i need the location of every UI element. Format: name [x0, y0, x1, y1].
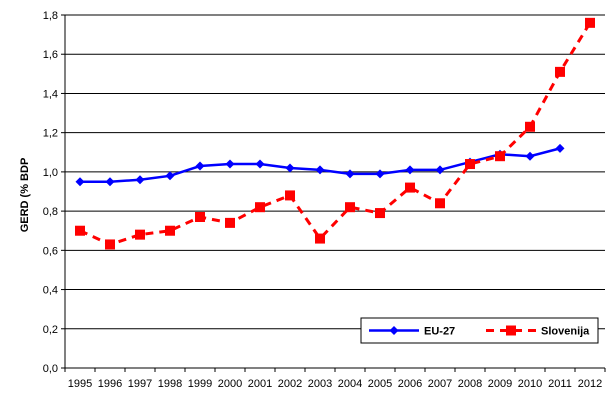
- x-tick-label: 2000: [218, 378, 242, 390]
- data-point-slovenija: [555, 66, 565, 77]
- axes: [64, 15, 605, 369]
- x-tick-label: 2012: [578, 378, 602, 390]
- data-point-slovenija: [285, 190, 295, 201]
- y-tick-label: 0,6: [43, 245, 58, 257]
- x-tick-label: 1996: [98, 378, 122, 390]
- data-point-eu-27: [135, 175, 145, 185]
- data-point-eu-27: [75, 177, 85, 187]
- x-tick-label: 2002: [278, 378, 302, 390]
- x-tick-label: 2003: [308, 378, 332, 390]
- data-point-eu-27: [345, 169, 355, 179]
- data-point-eu-27: [285, 163, 295, 173]
- data-point-slovenija: [75, 225, 85, 236]
- data-point-slovenija: [135, 229, 145, 240]
- data-point-eu-27: [255, 159, 265, 169]
- x-tick-label: 2001: [248, 378, 272, 390]
- y-axis-title: GERD (% BDP: [19, 158, 31, 233]
- y-tick-label: 1,8: [43, 10, 58, 22]
- data-point-eu-27: [555, 143, 565, 153]
- data-point-slovenija: [465, 159, 475, 170]
- x-tick-label: 2009: [488, 378, 512, 390]
- x-tick-label: 1998: [158, 378, 182, 390]
- data-point-eu-27: [375, 169, 385, 179]
- data-point-slovenija: [405, 182, 415, 193]
- data-point-eu-27: [105, 177, 115, 187]
- legend: EU-27 Slovenija: [360, 317, 599, 344]
- data-point-eu-27: [225, 159, 235, 169]
- data-point-eu-27: [195, 161, 205, 171]
- data-point-slovenija: [435, 198, 445, 209]
- data-point-slovenija: [105, 239, 115, 250]
- data-point-slovenija: [195, 211, 205, 222]
- legend-label-slovenija: Slovenija: [541, 326, 590, 338]
- data-point-eu-27: [435, 165, 445, 175]
- x-tick-label: 1995: [68, 378, 92, 390]
- series-line-eu-27: [80, 147, 561, 183]
- x-tick-label: 2011: [548, 378, 572, 390]
- series-layer: [75, 17, 595, 250]
- data-point-slovenija: [375, 208, 385, 219]
- y-tick-label: 1,6: [43, 49, 58, 61]
- y-tick-label: 1,4: [43, 88, 58, 100]
- x-tick-label: 2008: [458, 378, 482, 390]
- data-point-slovenija: [225, 217, 235, 228]
- data-point-eu-27: [315, 165, 325, 175]
- x-axis-ticks: 1995 1996 1997 1998 1999 2000 2001 2002 2003 2004…: [64, 368, 606, 390]
- data-point-eu-27: [525, 151, 535, 161]
- data-point-slovenija: [345, 202, 355, 213]
- x-tick-label: 1997: [128, 378, 152, 390]
- data-point-eu-27: [405, 165, 415, 175]
- data-point-slovenija: [525, 121, 535, 132]
- x-tick-label: 2005: [368, 378, 392, 390]
- x-tick-label: 2004: [338, 378, 362, 390]
- data-point-slovenija: [315, 233, 325, 244]
- legend-label-eu-27: EU-27: [424, 326, 455, 338]
- data-point-slovenija: [255, 202, 265, 213]
- y-tick-label: 1,2: [43, 128, 58, 140]
- data-point-slovenija: [495, 151, 505, 162]
- x-tick-label: 2006: [398, 378, 422, 390]
- legend-marker-eu-27: [389, 326, 399, 335]
- y-tick-label: 0,8: [43, 206, 58, 218]
- legend-marker-slovenija: [506, 325, 516, 336]
- data-point-slovenija: [585, 17, 595, 28]
- data-point-eu-27: [165, 171, 175, 181]
- y-tick-label: 0,4: [43, 285, 58, 297]
- x-tick-label: 1999: [188, 378, 212, 390]
- data-point-slovenija: [165, 225, 175, 236]
- y-axis-ticks: 0,0 0,2 0,4 0,6 0,8 1,0 1,2 1,4 1,6 1,8: [43, 10, 65, 375]
- y-tick-label: 1,0: [43, 167, 58, 179]
- y-tick-label: 0,2: [43, 324, 58, 336]
- x-tick-label: 2007: [428, 378, 452, 390]
- x-tick-label: 2010: [518, 378, 542, 390]
- y-tick-label: 0,0: [43, 363, 58, 375]
